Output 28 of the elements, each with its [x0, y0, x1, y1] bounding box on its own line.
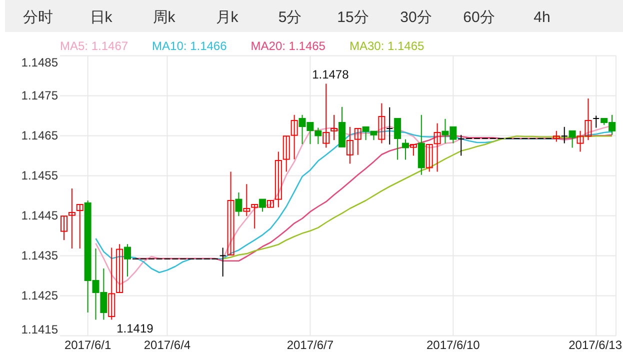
text: 月k: [216, 9, 239, 26]
x-tick-label: 2017/6/10: [426, 338, 480, 352]
text: MA30: 1.1465: [349, 39, 425, 53]
x-tick-label: 2017/6/4: [144, 338, 191, 352]
annotation: 1.1478: [312, 68, 350, 82]
text: 60分: [463, 9, 495, 26]
x-tick-label: 2017/6/1: [64, 338, 112, 352]
y-tick-label: 1.1445: [21, 208, 58, 223]
y-tick-label: 1.1435: [21, 248, 58, 263]
text: MA20: 1.1465: [250, 39, 326, 53]
y-tick-label: 1.1485: [21, 56, 58, 70]
text: 日k: [90, 9, 113, 26]
y-tick-label: 1.1455: [21, 168, 58, 183]
y-tick-label: 1.1475: [21, 88, 58, 103]
text: 分时: [23, 9, 53, 26]
x-tick-label: 2017/6/13: [568, 338, 622, 352]
y-tick-label: 1.1465: [21, 128, 58, 143]
annotation: 1.1419: [116, 322, 154, 336]
text: MA10: 1.1466: [152, 39, 228, 53]
y-tick-label: 1.1425: [21, 288, 58, 303]
text: MA5: 1.1467: [60, 39, 128, 53]
x-tick-label: 2017/6/7: [286, 338, 334, 352]
text: 30分: [400, 9, 432, 26]
text: 5分: [278, 9, 302, 26]
text: 4h: [534, 9, 550, 26]
text: 15分: [337, 9, 369, 26]
y-tick-label: 1.1415: [21, 322, 58, 337]
text: 周k: [152, 9, 176, 26]
